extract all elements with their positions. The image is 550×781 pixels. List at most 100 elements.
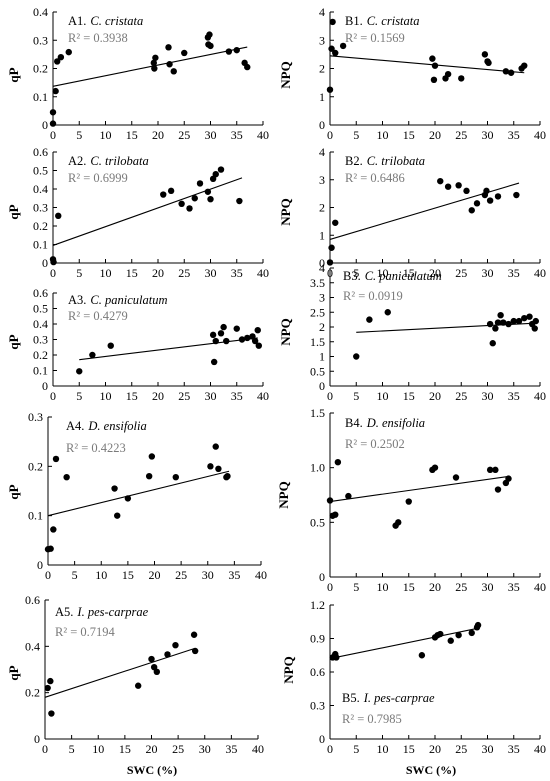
b3-data-point (494, 319, 502, 326)
b1-r2-annotation: R² = 0.1569 (345, 31, 405, 45)
a2-y-tick-label: 0 (42, 256, 48, 270)
a5-data-point (134, 682, 142, 689)
b2-data-point (486, 197, 494, 204)
b1-x-tick-label: 35 (508, 128, 520, 142)
b5-panel-label: B5. (342, 691, 360, 705)
a2-x-tick-label: 30 (205, 266, 217, 280)
b2-y-tick-label: 4 (319, 145, 325, 159)
b4-species-name: D. ensifolia (366, 416, 425, 430)
b4-x-tick-label: 25 (455, 580, 467, 594)
a1-data-point (150, 59, 157, 67)
a1-data-point (151, 65, 158, 72)
a4-data-point (63, 473, 70, 481)
b4-data-point (405, 498, 412, 505)
a4-x-tick-label: 10 (95, 568, 107, 582)
b5-data-point (447, 637, 454, 644)
a2-data-point (50, 258, 57, 266)
b2-y-tick-label: 1 (319, 228, 325, 242)
a1-panel-label: A1. (68, 14, 86, 28)
b2-data-point (326, 259, 334, 266)
b4-r2-annotation: R² = 0.2502 (345, 437, 405, 451)
a1-y-axis-label: qP (6, 67, 21, 82)
a2-data-point (212, 171, 219, 178)
a1-x-tick-label: 5 (76, 128, 82, 142)
b5-data-point (333, 654, 340, 661)
a1-data-point (165, 44, 172, 51)
b3-data-point (489, 340, 496, 347)
a4-panel-label: A4. (66, 419, 84, 433)
a1-data-point (49, 120, 57, 127)
a3-data-point (220, 323, 227, 331)
a2-x-tick-label: 25 (178, 266, 190, 280)
b5-trend-line (329, 627, 478, 660)
b2-x-tick-label: 25 (455, 266, 467, 280)
b2-x-tick-label: 35 (508, 266, 520, 280)
a3-y-tick-label: 0 (42, 379, 48, 393)
b5-x-tick-label: 0 (327, 742, 333, 756)
b5-y-tick-label: 0.9 (310, 632, 325, 646)
a3-data-point (217, 330, 225, 337)
b3-r2-annotation: R² = 0.0919 (343, 289, 403, 303)
a3-x-tick-label: 15 (126, 389, 138, 403)
b3-panel-title: B3. C. paniculatum (343, 269, 442, 283)
b2-panel-title: B2. C. trilobata (345, 154, 425, 168)
b1-y-tick-label: 2 (319, 62, 325, 76)
a5-x-tick-label: 20 (146, 742, 158, 756)
a2-data-point (236, 197, 243, 205)
b3-data-point (353, 353, 360, 360)
a1-data-point (65, 48, 72, 56)
a1-data-point (152, 54, 159, 61)
a1-x-tick-label: 25 (178, 128, 190, 142)
a2-data-point (55, 212, 62, 220)
b3-x-tick-label: 40 (534, 389, 546, 403)
b3-y-tick-label: 3 (319, 291, 325, 305)
a3-x-tick-label: 25 (178, 389, 190, 403)
x-axis-label-left: SWC (%) (127, 763, 177, 777)
b3-x-tick-label: 15 (403, 389, 415, 403)
a2-data-point (186, 205, 193, 212)
b4-data-point (345, 492, 352, 500)
a1-r2-annotation: R² = 0.3938 (68, 31, 128, 45)
b3-y-axis-label: NPQ (278, 318, 293, 345)
a1-y-tick-label: 0.4 (33, 5, 48, 19)
a4-data-point (212, 443, 219, 450)
a4-x-tick-label: 15 (122, 568, 134, 582)
a2-data-point (178, 200, 185, 207)
b3-data-point (515, 317, 523, 325)
a2-x-tick-label: 10 (100, 266, 112, 280)
a3-data-point (255, 342, 262, 349)
a2-trend-line (52, 177, 243, 246)
b3-data-point (532, 317, 539, 325)
b3-x-tick-label: 35 (508, 389, 520, 403)
b4-y-tick-label: 0 (319, 570, 325, 584)
a3-data-point (254, 327, 261, 334)
a4-x-tick-label: 35 (228, 568, 240, 582)
a2-panel-title: A2. C. trilobata (68, 154, 149, 168)
a4-x-tick-label: 25 (175, 568, 187, 582)
a2-r2-annotation: R² = 0.6999 (68, 171, 128, 185)
b2-species-name: C. trilobata (367, 154, 425, 168)
a3-x-tick-label: 40 (257, 389, 269, 403)
b1-x-tick-label: 0 (327, 128, 333, 142)
b3-y-tick-label: 0 (319, 379, 325, 393)
b5-y-tick-label: 1.2 (310, 598, 325, 612)
a1-data-point (54, 58, 61, 65)
a5-x-tick-label: 40 (252, 742, 264, 756)
a4-data-point (172, 473, 179, 481)
b4-x-tick-label: 20 (429, 580, 441, 594)
b5-x-tick-label: 15 (403, 742, 415, 756)
b5-data-point (418, 652, 426, 659)
b4-data-point (431, 464, 439, 471)
a2-y-tick-label: 0.4 (33, 182, 48, 196)
b5-r2-annotation: R² = 0.7985 (342, 712, 402, 726)
b1-data-point (481, 51, 489, 58)
b1-data-point (339, 42, 347, 50)
a2-x-tick-label: 35 (231, 266, 243, 280)
x-axis-label-right: SWC (%) (406, 763, 456, 777)
a5-panel-title: A5. I. pes-carprae (55, 605, 149, 619)
b4-panel-label: B4. (345, 416, 363, 430)
b4-data-point (452, 474, 460, 481)
b2-data-point (463, 187, 470, 195)
a2-y-tick-label: 0.1 (33, 238, 48, 252)
a1-x-tick-label: 10 (100, 128, 112, 142)
